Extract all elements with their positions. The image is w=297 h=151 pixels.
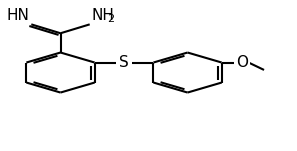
Text: HN: HN: [7, 8, 30, 23]
Text: NH: NH: [91, 8, 114, 23]
Text: S: S: [119, 55, 129, 70]
Text: O: O: [236, 55, 248, 70]
Text: 2: 2: [107, 14, 114, 24]
